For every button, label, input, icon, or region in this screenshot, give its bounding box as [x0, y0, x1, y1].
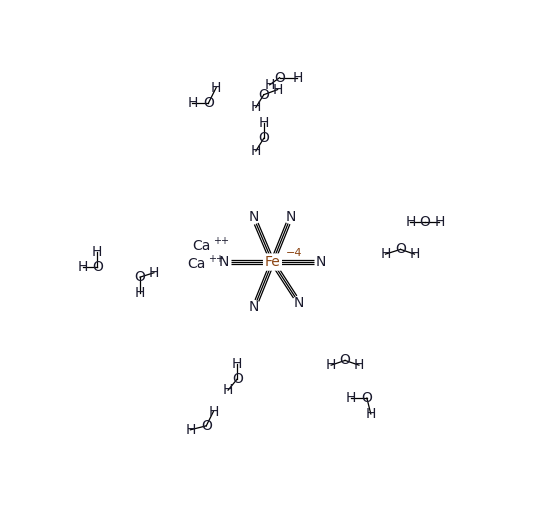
Text: H: H — [135, 286, 145, 300]
Text: H: H — [366, 407, 376, 421]
Text: H: H — [272, 82, 283, 96]
Text: −4: −4 — [286, 248, 302, 259]
Text: H: H — [232, 357, 242, 371]
Text: H: H — [354, 358, 364, 372]
Text: H: H — [185, 423, 195, 437]
Text: H: H — [149, 266, 159, 280]
Text: O: O — [274, 71, 285, 84]
Text: N: N — [286, 210, 296, 224]
Text: O: O — [340, 353, 350, 367]
Text: Fe: Fe — [265, 255, 280, 269]
Text: Ca: Ca — [187, 257, 206, 271]
Text: O: O — [258, 88, 269, 102]
Text: N: N — [248, 210, 258, 224]
Text: H: H — [380, 247, 391, 261]
Text: O: O — [203, 96, 214, 110]
Text: O: O — [362, 391, 372, 405]
Text: O: O — [232, 372, 242, 386]
Text: N: N — [316, 255, 326, 269]
Text: H: H — [258, 116, 269, 130]
Text: O: O — [420, 215, 430, 229]
Text: O: O — [201, 419, 211, 433]
Text: O: O — [92, 260, 103, 274]
Text: ++: ++ — [208, 254, 224, 264]
Text: N: N — [218, 255, 229, 269]
Text: H: H — [208, 405, 218, 419]
Text: N: N — [294, 296, 304, 310]
Text: H: H — [405, 215, 415, 229]
Text: H: H — [264, 78, 275, 92]
Text: H: H — [409, 247, 420, 261]
Text: O: O — [395, 243, 406, 256]
Text: Ca: Ca — [192, 239, 211, 253]
Text: H: H — [211, 80, 222, 95]
Text: H: H — [223, 383, 233, 397]
Text: H: H — [250, 144, 261, 158]
Text: N: N — [249, 300, 260, 314]
Text: H: H — [346, 391, 356, 405]
Text: H: H — [292, 71, 303, 84]
Text: H: H — [434, 215, 445, 229]
Text: ++: ++ — [214, 236, 230, 247]
Text: O: O — [135, 270, 145, 284]
Text: H: H — [92, 245, 103, 259]
Text: H: H — [326, 358, 336, 372]
Text: O: O — [258, 131, 269, 145]
Text: H: H — [77, 260, 88, 274]
Text: H: H — [250, 100, 261, 114]
Text: H: H — [187, 96, 198, 110]
